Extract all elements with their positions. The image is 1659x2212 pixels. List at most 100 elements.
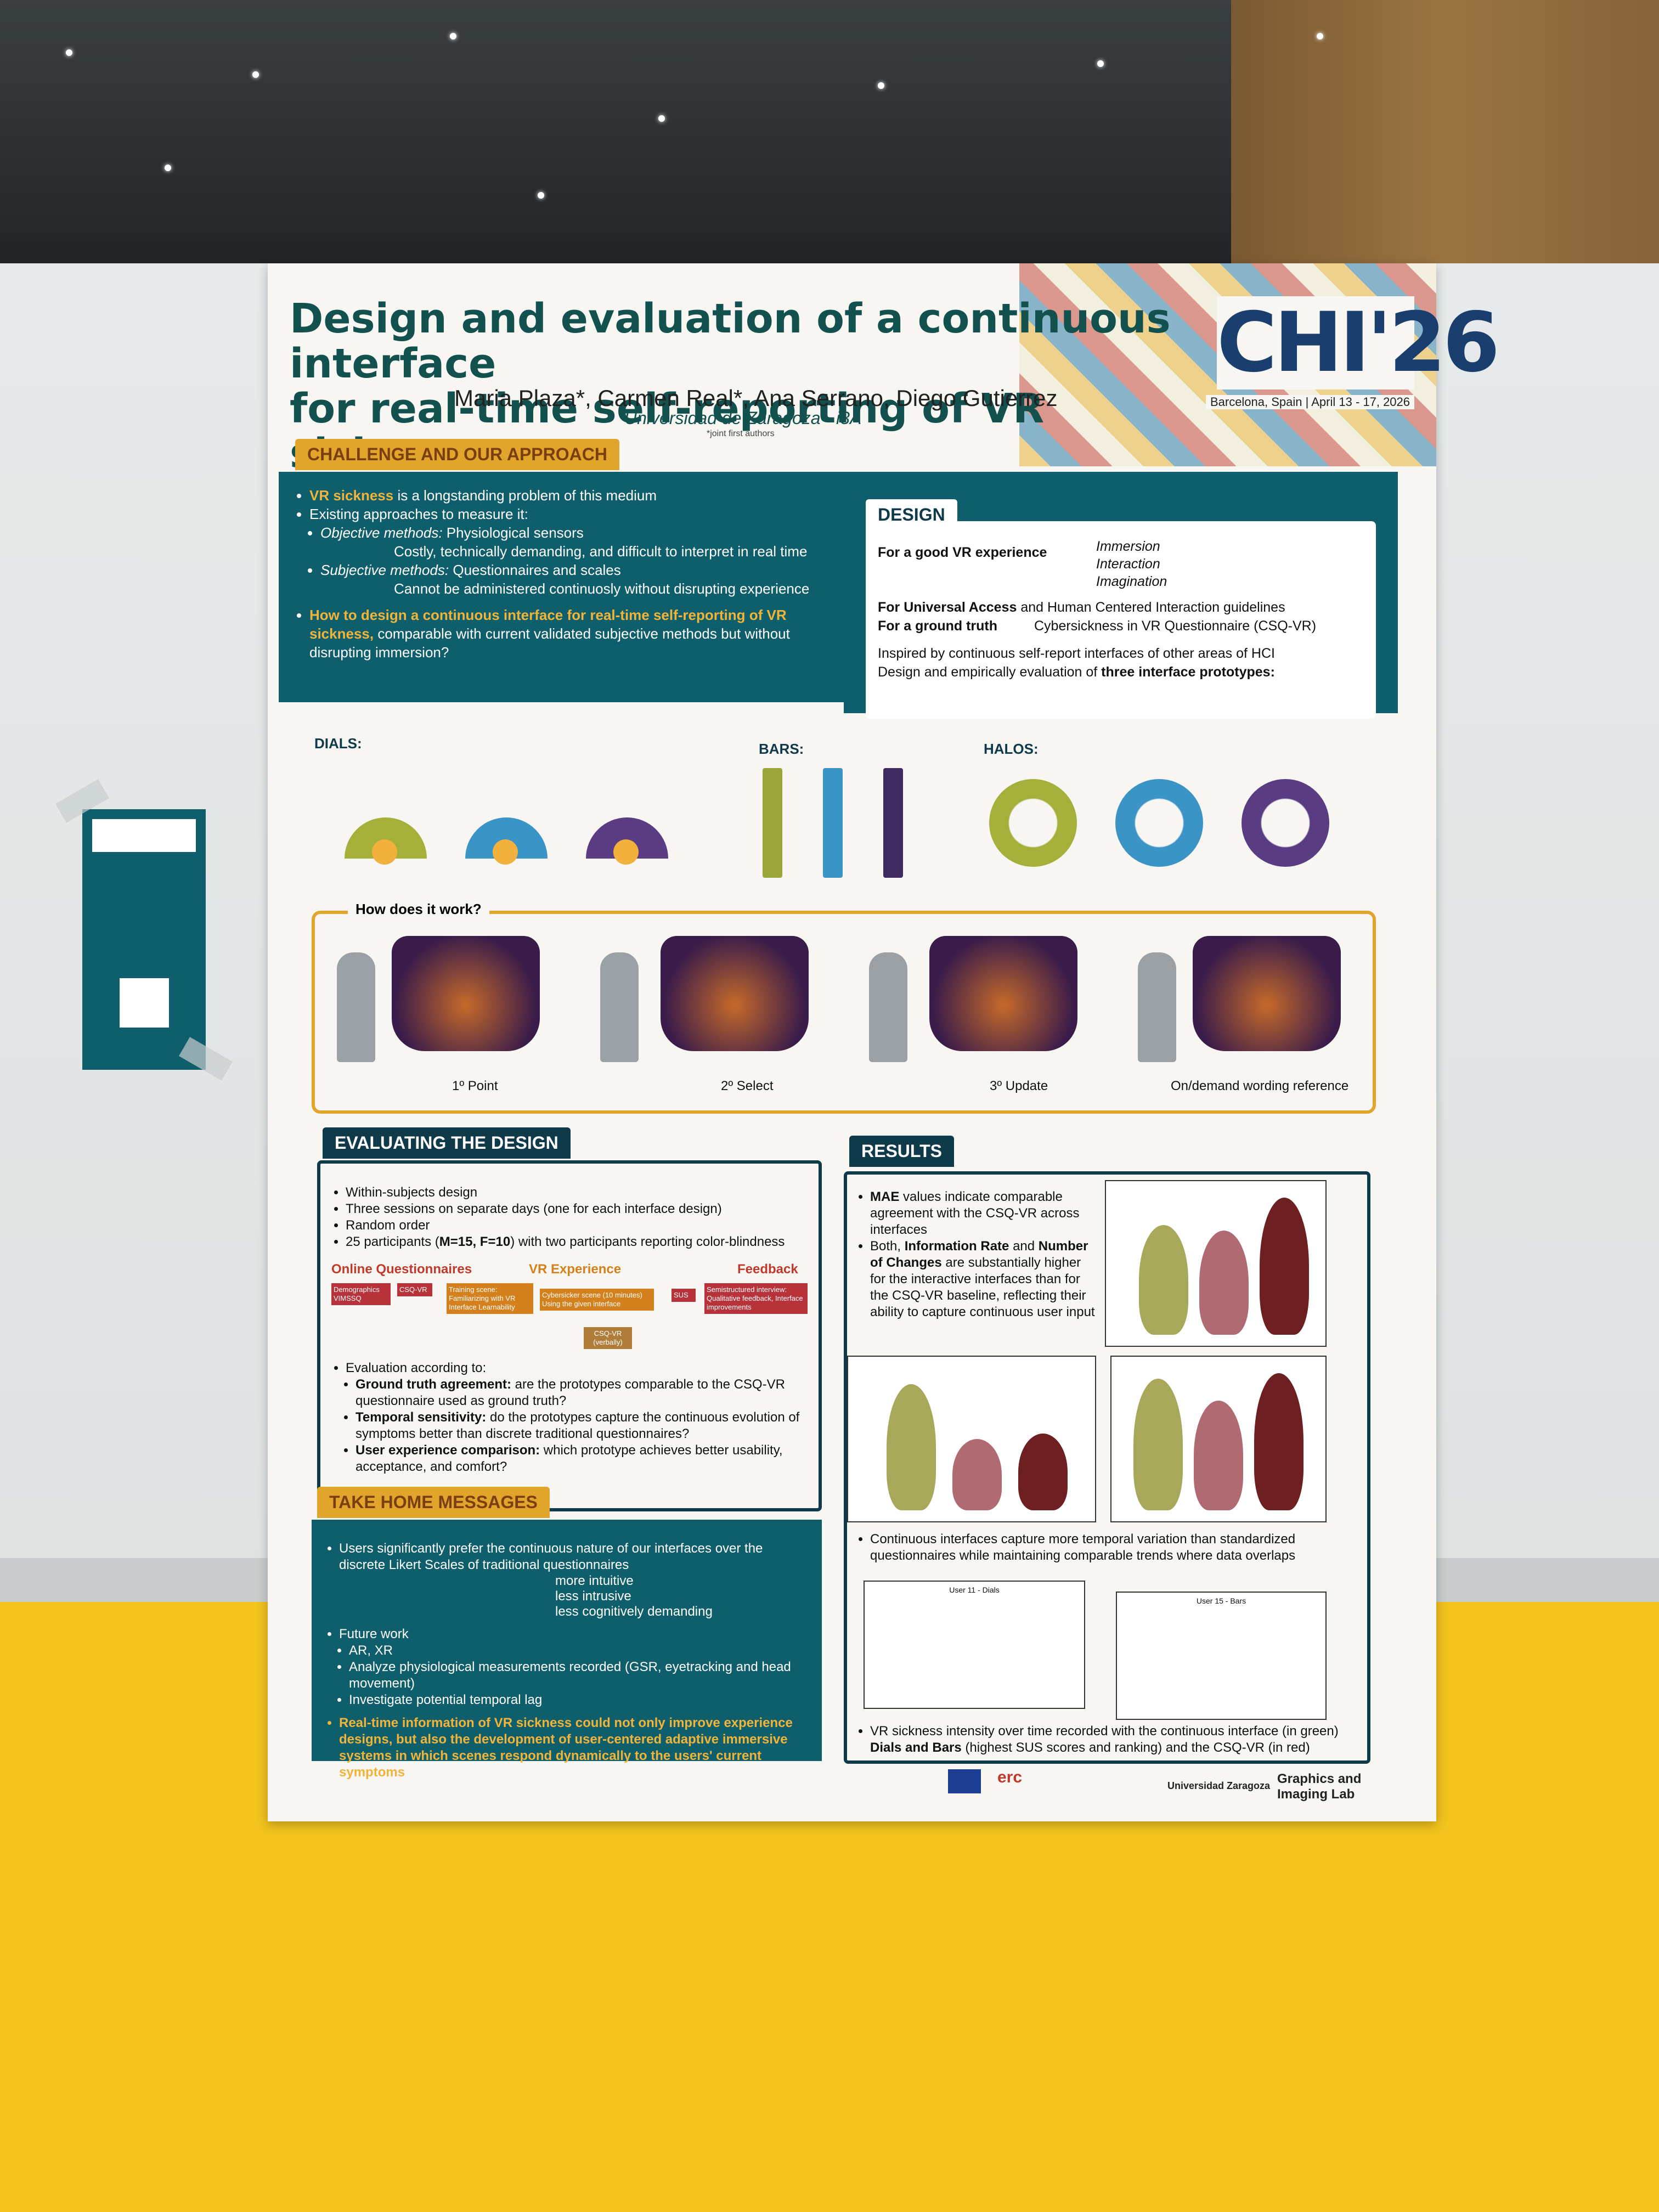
takehome-conclusion: Real-time information of VR sickness cou… [339, 1715, 809, 1781]
online-q-label: Online Questionnaires [331, 1262, 472, 1277]
future-item: Investigate potential temporal lag [349, 1692, 809, 1708]
eval-text: ) with two participants reporting color-… [510, 1234, 785, 1249]
good-vr-label: For a good VR experience [878, 545, 1047, 560]
result-bullet: Both, Information Rate and Number of Cha… [870, 1238, 1097, 1321]
joint-note: *joint first authors [707, 429, 775, 438]
immersion-label: Immersion [1096, 539, 1160, 554]
violin-halos [1133, 1379, 1183, 1510]
step-2: 2º Select [721, 1079, 774, 1093]
objective-note: Costly, technically demanding, and diffi… [394, 543, 808, 560]
university-logo: Universidad Zaragoza [1167, 1780, 1271, 1791]
violin-bars [1018, 1434, 1068, 1510]
bars-label: BARS: [759, 741, 804, 757]
result-text: and [1009, 1239, 1039, 1254]
evaluating-section: Within-subjects design Three sessions on… [317, 1160, 822, 1511]
eval-criterion: Ground truth agreement: are the prototyp… [356, 1376, 808, 1409]
vr-qualities: Immersion Interaction Imagination [1096, 538, 1167, 590]
dials-label: DIALS: [314, 735, 362, 752]
person-figure [337, 952, 375, 1062]
objective-label: Objective methods: [320, 524, 443, 541]
challenge-text: Physiological sensors [442, 524, 584, 541]
ts-label: Temporal sensitivity: [356, 1410, 487, 1425]
interaction-label: Interaction [1096, 556, 1160, 572]
procedure-diagram: Online Questionnaires VR Experience Feed… [331, 1261, 808, 1360]
erc-logo: erc [997, 1768, 1023, 1786]
ceiling-light [165, 165, 171, 171]
results-section: MAE values indicate comparable agreement… [844, 1171, 1370, 1764]
person-figure [869, 952, 907, 1062]
vr-scene [392, 936, 540, 1051]
dials-bars-label: Dials and Bars [870, 1740, 962, 1755]
quality-cognitive: less cognitively demanding [555, 1604, 713, 1619]
challenge-bullet: VR sickness is a longstanding problem of… [309, 486, 827, 505]
subjective-note: Cannot be administered continuosly witho… [394, 580, 810, 597]
vr-scene [1193, 936, 1341, 1051]
changes-label: Number of Changes [870, 1239, 1088, 1270]
user11-plot: User 11 - Dials [864, 1581, 1085, 1709]
eval-bullet: Evaluation according to: [346, 1360, 808, 1376]
ceiling-light [538, 192, 544, 199]
ceiling-light [658, 115, 665, 122]
demographics-box: Demographics VIMSSQ [331, 1283, 391, 1305]
challenge-text: Questionnaires and scales [449, 562, 621, 578]
design-section: For a good VR experience Immersion Inter… [866, 521, 1376, 719]
person-figure [600, 952, 639, 1062]
future-item: Analyze physiological measurements recor… [349, 1659, 809, 1692]
result-text: (highest SUS scores and ranking) and the… [961, 1740, 1310, 1755]
takehome-qualities: more intuitive less intrusive less cogni… [555, 1573, 809, 1620]
mae-label: MAE [870, 1189, 900, 1204]
face-icon [372, 839, 397, 865]
ceiling-light [66, 49, 72, 56]
quality-intrusive: less intrusive [555, 1589, 631, 1604]
training-box: Training scene: Familiarizing with VR In… [447, 1283, 533, 1314]
handout-sheet [82, 809, 206, 1070]
poster: Design and evaluation of a continuous in… [268, 263, 1500, 1821]
info-rate-violin-plot [847, 1356, 1096, 1522]
violin-halos [887, 1384, 936, 1510]
how-header: How does it work? [348, 901, 489, 918]
step-1: 1º Point [452, 1079, 498, 1093]
eval-bullet: 25 participants (M=15, F=10) with two pa… [346, 1234, 808, 1250]
violin-bars [1260, 1198, 1309, 1335]
step-3: 3º Update [990, 1079, 1048, 1093]
violin-dials [1199, 1231, 1249, 1335]
venue: Barcelona, Spain | April 13 - 17, 2026 [1206, 395, 1414, 409]
chi-logo: CHI'26 [1217, 295, 1500, 391]
ceiling-light [450, 33, 456, 40]
gt-text: are the prototypes comparable to the CSQ… [356, 1377, 785, 1408]
ceiling-light [878, 82, 884, 89]
takehome-bullet: Users significantly prefer the continuou… [339, 1541, 809, 1573]
challenge-bullet: Objective methods: Physiological sensors [320, 523, 827, 542]
result-intensity: VR sickness intensity over time recorded… [856, 1723, 1350, 1756]
design-eval: Design and empirically evaluation of thr… [878, 663, 1364, 681]
ts-text: do the prototypes capture the continuous… [356, 1410, 800, 1441]
interview-box: Semistructured interview: Qualitative fe… [704, 1283, 808, 1314]
result-text: values indicate comparable agreement wit… [870, 1189, 1080, 1237]
ceiling-light [1097, 60, 1104, 67]
result-text: Both, [870, 1239, 905, 1254]
prototypes-row: DIALS: BARS: HALOS: [301, 735, 1398, 900]
design-ground: For a ground truth Cybersickness in VR Q… [878, 617, 1364, 635]
eval-bullet: Within-subjects design [346, 1184, 808, 1201]
halo-blue [1115, 779, 1203, 867]
violin-dials [952, 1439, 1002, 1510]
design-good-vr: For a good VR experience Immersion Inter… [878, 539, 1364, 589]
feedback-label: Feedback [737, 1262, 798, 1277]
handout-title-block [92, 819, 196, 852]
bar-green [763, 768, 782, 878]
ux-label: User experience comparison: [356, 1443, 540, 1458]
eval-bullet: Random order [346, 1217, 808, 1234]
eval-bullet: Three sessions on separate days (one for… [346, 1201, 808, 1217]
vr-exp-label: VR Experience [529, 1262, 622, 1277]
result-text: are substantially higher for the interac… [870, 1255, 1095, 1319]
user15-plot: User 15 - Bars [1116, 1592, 1327, 1720]
challenge-text: is a longstanding problem of this medium [393, 487, 657, 504]
question-text: comparable with current validated subjec… [309, 625, 790, 661]
violin-dials [1194, 1401, 1243, 1510]
bar-purple [883, 768, 903, 878]
takehome-section: Users significantly prefer the continuou… [312, 1520, 822, 1780]
user15-title: User 15 - Bars [1196, 1596, 1246, 1605]
challenge-question: How to design a continuous interface for… [309, 606, 827, 662]
design-eval-bold: three interface prototypes: [1101, 664, 1275, 680]
takehome-bullet: Future work [339, 1626, 809, 1643]
